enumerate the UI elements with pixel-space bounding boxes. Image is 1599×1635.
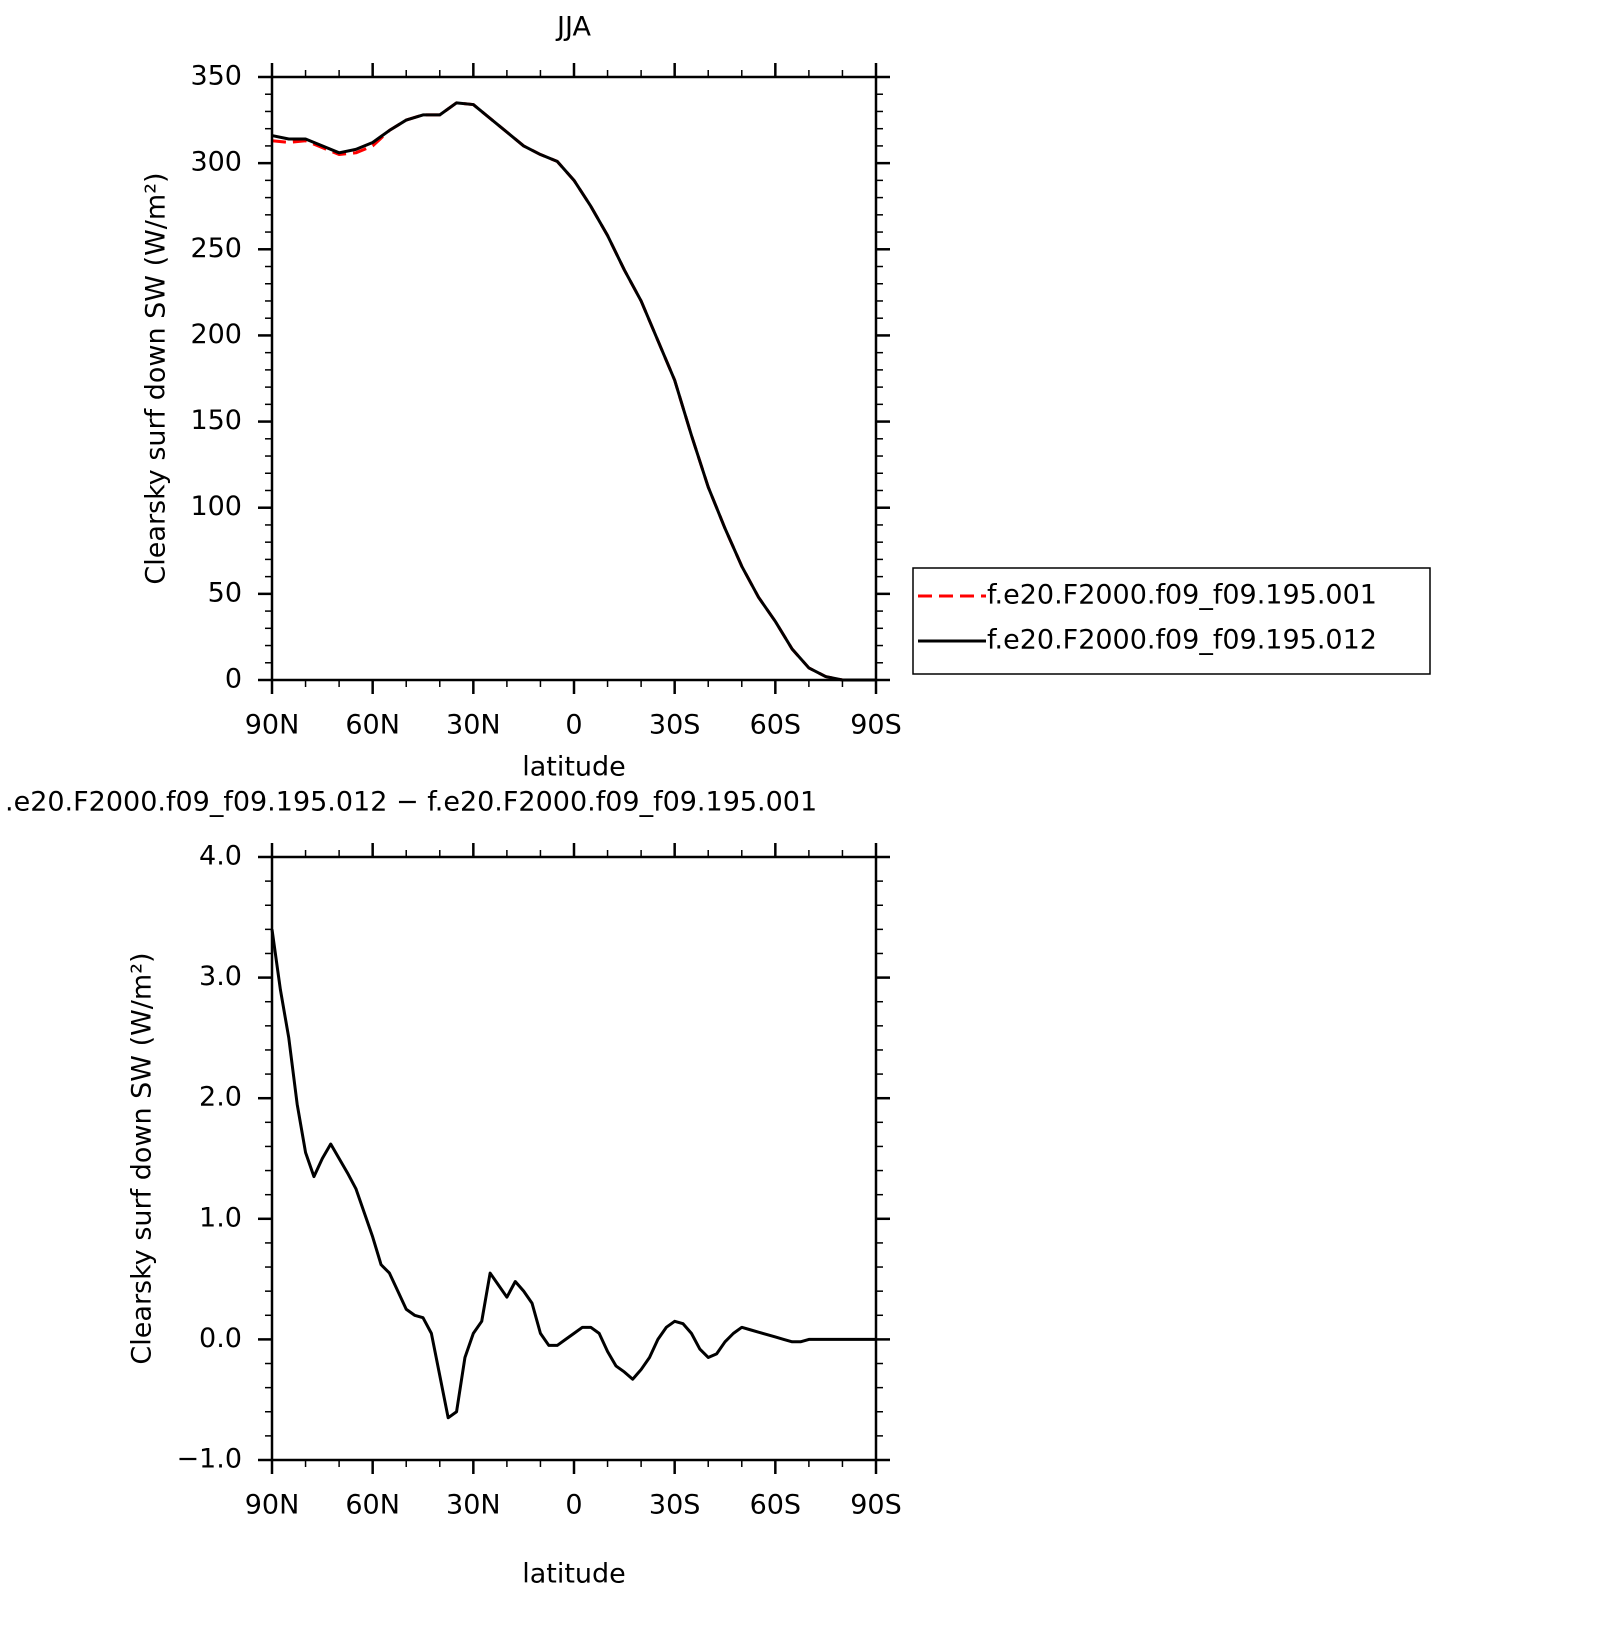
x-tick-label: 30S [649, 710, 701, 741]
y-tick-label: 50 [208, 577, 242, 608]
y-tick-label: 250 [190, 233, 242, 264]
x-tick-label: 60N [345, 1490, 400, 1521]
plot-frame [270, 75, 878, 682]
x-tick-label: 90S [850, 710, 902, 741]
x-tick-label: 30N [446, 710, 501, 741]
y-tick-label: 1.0 [199, 1202, 242, 1233]
y-tick-label: 0 [225, 664, 242, 695]
y-tick-label: 100 [190, 491, 242, 522]
legend-label: f.e20.F2000.f09_f09.195.001 [987, 580, 1377, 611]
legend-box [912, 567, 1431, 675]
y-tick-label: 200 [190, 319, 242, 350]
y-axis-label: Clearsky surf down SW (W/m²) [127, 952, 158, 1364]
chart-title: JJA [555, 12, 591, 43]
data-line [271, 101, 876, 682]
y-tick-label: 0.0 [199, 1323, 242, 1354]
x-tick-label: 0 [565, 710, 582, 741]
y-tick-label: 2.0 [199, 1082, 242, 1113]
x-tick-label: 60N [345, 710, 400, 741]
x-axis-label: latitude [522, 1559, 626, 1590]
x-tick-label: 90N [245, 1490, 300, 1521]
x-tick-label: 90S [850, 1490, 902, 1521]
y-tick-label: −1.0 [176, 1444, 242, 1475]
x-tick-label: 60S [750, 710, 802, 741]
x-tick-label: 30N [446, 1490, 501, 1521]
legend-label: f.e20.F2000.f09_f09.195.012 [987, 625, 1377, 656]
chart-title: .e20.F2000.f09_f09.195.012 − f.e20.F2000… [5, 787, 817, 818]
x-tick-label: 0 [565, 1490, 582, 1521]
x-axis-label: latitude [522, 752, 626, 783]
x-tick-label: 90N [245, 710, 300, 741]
data-line [271, 101, 876, 682]
y-tick-label: 350 [190, 61, 242, 92]
x-tick-label: 30S [649, 1490, 701, 1521]
data-line [270, 929, 876, 1420]
y-axis-label: Clearsky surf down SW (W/m²) [141, 172, 172, 584]
y-tick-label: 3.0 [199, 961, 242, 992]
y-tick-label: 4.0 [199, 841, 242, 872]
y-tick-label: 300 [190, 147, 242, 178]
plot-frame [270, 855, 878, 1462]
x-tick-label: 60S [750, 1490, 802, 1521]
y-tick-label: 150 [190, 405, 242, 436]
